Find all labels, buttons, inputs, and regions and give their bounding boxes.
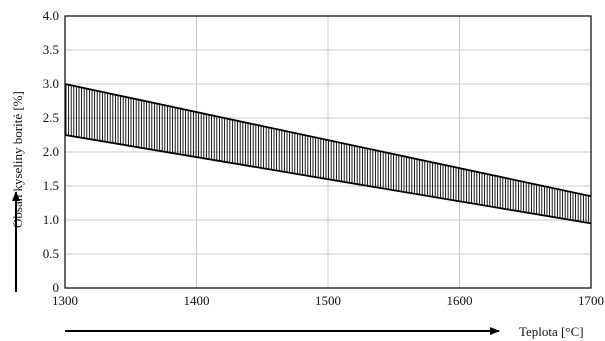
x-tick-label: 1400 xyxy=(184,293,210,308)
y-tick-label: 1.5 xyxy=(43,178,59,193)
y-tick-label: 1.0 xyxy=(43,212,59,227)
y-tick-label: 4.0 xyxy=(43,8,59,23)
y-tick-label: 3.0 xyxy=(43,76,59,91)
x-tick-label: 1500 xyxy=(315,293,341,308)
x-axis-title: Teplota [°C] xyxy=(519,324,584,339)
y-tick-labels: 0 0.5 1.0 1.5 2.0 2.5 3.0 3.5 4.0 xyxy=(43,8,59,295)
y-tick-label: 0.5 xyxy=(43,246,59,261)
y-tick-label: 2.0 xyxy=(43,144,59,159)
lower-boundary-line xyxy=(64,134,592,225)
x-tick-label: 1700 xyxy=(578,293,604,308)
y-tick-label: 2.5 xyxy=(43,110,59,125)
x-tick-label: 1600 xyxy=(447,293,473,308)
y-tick-label: 3.5 xyxy=(43,42,59,57)
y-axis-title: Obsah kyseliny borité [%] xyxy=(10,91,25,228)
upper-boundary-line xyxy=(64,83,592,198)
x-tick-label: 1300 xyxy=(52,293,78,308)
y-tick-label: 0 xyxy=(53,280,60,295)
band xyxy=(64,83,592,225)
x-tick-labels: 1300 1400 1500 1600 1700 xyxy=(52,293,604,308)
plot-frame xyxy=(64,15,592,289)
